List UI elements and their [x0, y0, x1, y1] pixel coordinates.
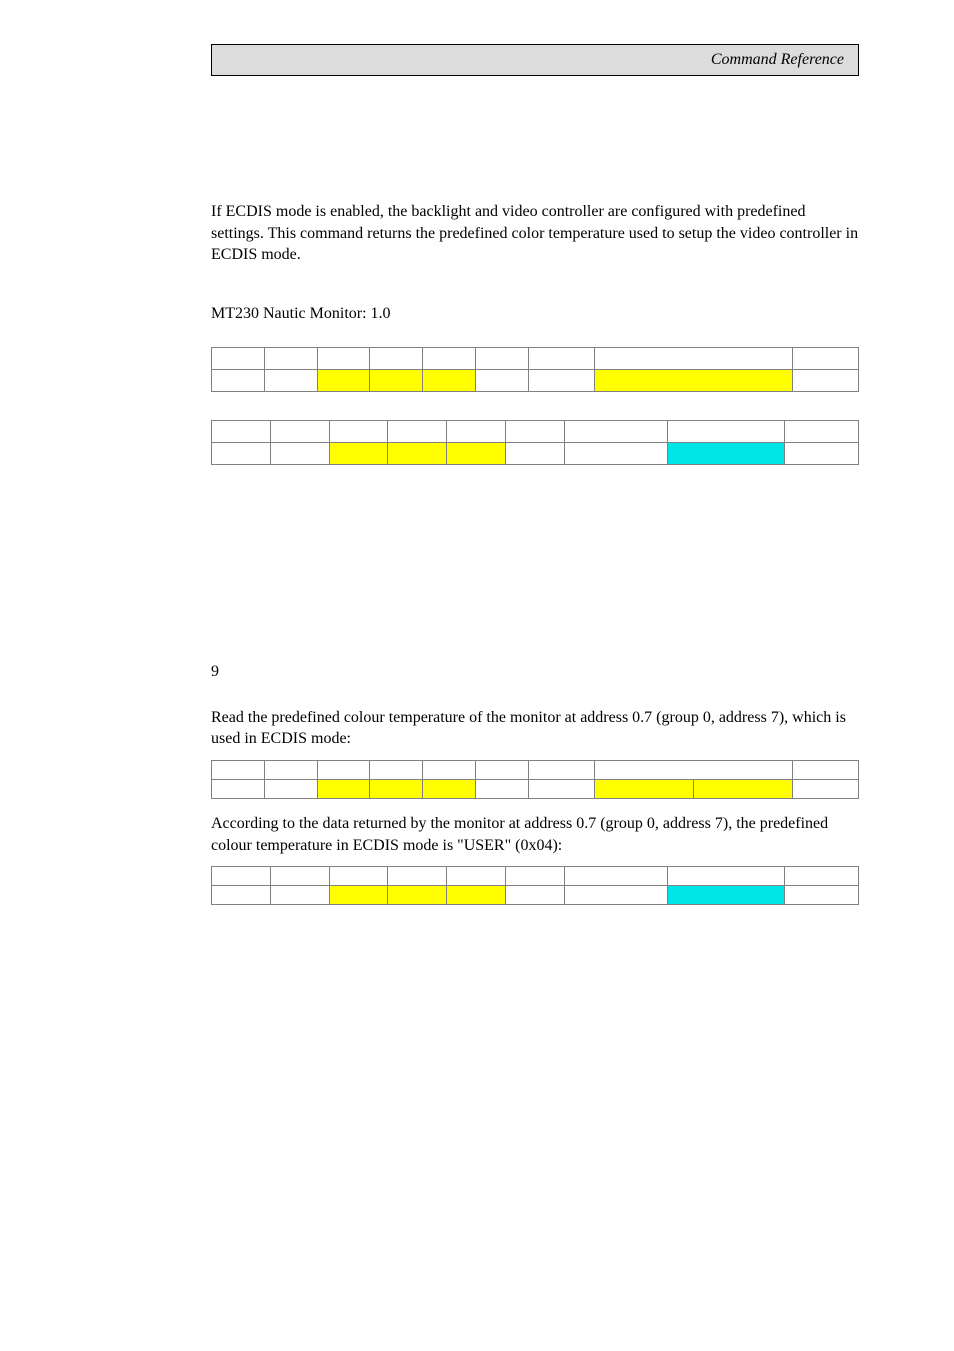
- req-c-ihchk: chk: [476, 369, 529, 391]
- example-text-1: Read the predefined colour temperature o…: [211, 707, 859, 750]
- ex-req-c7a: [594, 779, 693, 798]
- request-data-row: 0x07 addr 0x00 0x9B 0x00 chk: [212, 369, 859, 391]
- ex-req-c6: [528, 779, 594, 798]
- req-c-cmd0: 0x00: [317, 369, 370, 391]
- response-data-row: 0x06 addr 0x00 0x9B 0x01 chk Type: [212, 442, 859, 464]
- ex-resp-header-row: ATTN ADDR CMD0 CMD1 LEN IHCHK DATA0 DATA…: [212, 867, 859, 886]
- header-box: Command Reference: [211, 44, 859, 76]
- ex-resp-c3: 0x9B: [388, 886, 447, 905]
- response-header-row: ATTN ADDR CMD0 CMD1 LEN IHCHK DATA0 DATA…: [212, 420, 859, 442]
- req-c-addr: addr: [264, 369, 317, 391]
- request-header-row: ATTN ADDR CMD0 CMD1 LEN IHCHK DATA0 DATA…: [212, 347, 859, 369]
- response-table: ATTN ADDR CMD0 CMD1 LEN IHCHK DATA0 DATA…: [211, 420, 859, 465]
- ex-resp-data-row: 0x06 0x07 0x00 0x9B 0x01 0x57 0x04 0xFC: [212, 886, 859, 905]
- availability-text: MT230 Nautic Monitor: 1.0: [211, 305, 859, 323]
- example-text-2: According to the data returned by the mo…: [211, 813, 859, 856]
- ex-req-c2: 0x00: [317, 779, 370, 798]
- description-text: If ECDIS mode is enabled, the backlight …: [211, 201, 859, 266]
- ex-resp-c5: 0x57: [506, 886, 565, 905]
- ex-req-c4: 0x00: [423, 779, 476, 798]
- resp-c-attn: 0x06: [212, 442, 271, 464]
- ex-req-c5: 0x57: [476, 779, 529, 798]
- ex-resp-c0: 0x06: [212, 886, 271, 905]
- req-c-idchk: [792, 369, 858, 391]
- req-c-attn: 0x07: [212, 369, 265, 391]
- ex-resp-c7: 0x04: [667, 886, 785, 905]
- ex-req-c1: 0x07: [264, 779, 317, 798]
- ex-req-c3: 0x9B: [370, 779, 423, 798]
- req-c-data0: [528, 369, 594, 391]
- example-request-table: ATTN ADDR CMD0 CMD1 LEN IHCHK DATA0 DATA…: [211, 760, 859, 799]
- ex-resp-c2: 0x00: [329, 886, 388, 905]
- resp-c-idchk: [785, 442, 859, 464]
- req-c-len: 0x00: [423, 369, 476, 391]
- ex-req-c0: 0x07: [212, 779, 265, 798]
- resp-c-datan: Type: [667, 442, 785, 464]
- example-response-table: ATTN ADDR CMD0 CMD1 LEN IHCHK DATA0 DATA…: [211, 866, 859, 905]
- ex-resp-c8: 0xFC: [785, 886, 859, 905]
- resp-c-addr: addr: [270, 442, 329, 464]
- ex-resp-c6: [564, 886, 667, 905]
- resp-c-data0: [564, 442, 667, 464]
- header-title: Command Reference: [711, 51, 844, 69]
- length-value: 9: [211, 663, 859, 681]
- resp-c-len: 0x01: [447, 442, 506, 464]
- ex-req-data-row: 0x07 0x07 0x00 0x9B 0x00 0x57: [212, 779, 859, 798]
- resp-c-ihchk: chk: [506, 442, 565, 464]
- req-c-cmd1: 0x9B: [370, 369, 423, 391]
- ex-req-header-row: ATTN ADDR CMD0 CMD1 LEN IHCHK DATA0 DATA…: [212, 760, 859, 779]
- ex-resp-c1: 0x07: [270, 886, 329, 905]
- resp-c-cmd0: 0x00: [329, 442, 388, 464]
- ex-req-c8: [792, 779, 858, 798]
- ex-req-c7b: [693, 779, 792, 798]
- ex-resp-c4: 0x01: [447, 886, 506, 905]
- req-c-datan: [594, 369, 792, 391]
- resp-c-cmd1: 0x9B: [388, 442, 447, 464]
- request-table: ATTN ADDR CMD0 CMD1 LEN IHCHK DATA0 DATA…: [211, 347, 859, 392]
